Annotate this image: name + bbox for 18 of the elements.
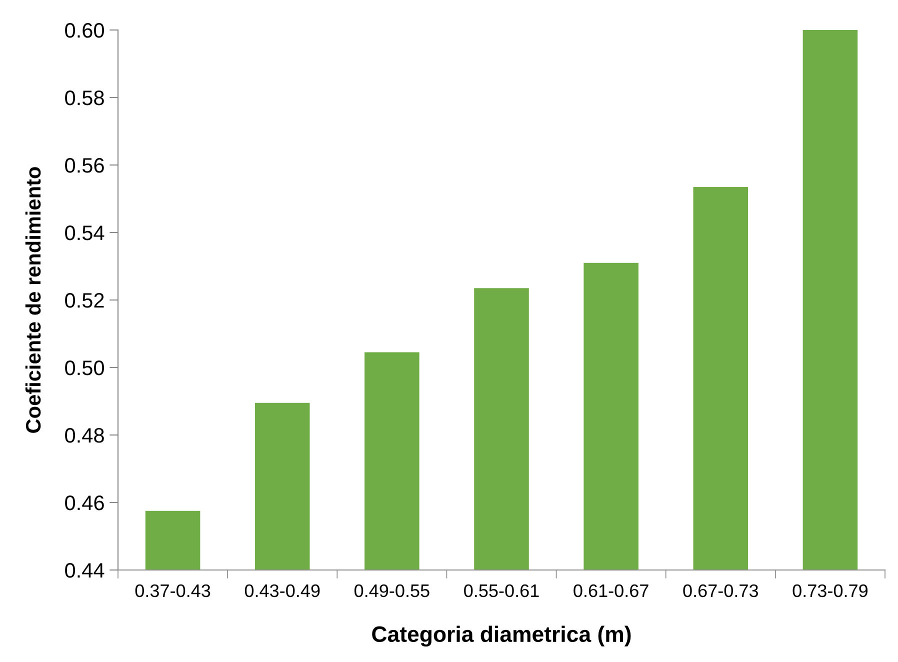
x-tick-label: 0.73-0.79	[792, 584, 868, 598]
x-tick-label: 0.67-0.73	[683, 584, 758, 598]
y-tick-label: 0.48	[65, 428, 104, 443]
x-tick-label: 0.37-0.43	[135, 584, 210, 598]
y-tick-label: 0.60	[65, 23, 104, 38]
y-tick-label: 0.52	[65, 293, 104, 308]
y-tick-label: 0.54	[65, 226, 104, 240]
y-tick-label: 0.50	[65, 360, 104, 376]
x-tick-label: 0.43-0.49	[244, 584, 320, 598]
y-tick-label: 0.58	[65, 90, 104, 106]
y-tick-label: 0.44	[65, 563, 104, 578]
x-tick-label: 0.55-0.61	[464, 584, 539, 598]
x-axis-title: Categoria diametrica (m)	[372, 626, 631, 647]
y-tick-label: 0.56	[65, 158, 104, 173]
x-tick-label: 0.49-0.55	[354, 584, 430, 598]
x-tick-label: 0.61-0.67	[574, 584, 648, 598]
y-axis-title: Coeficiente de rendimiento	[25, 167, 41, 433]
y-tick-label: 0.46	[65, 496, 104, 510]
